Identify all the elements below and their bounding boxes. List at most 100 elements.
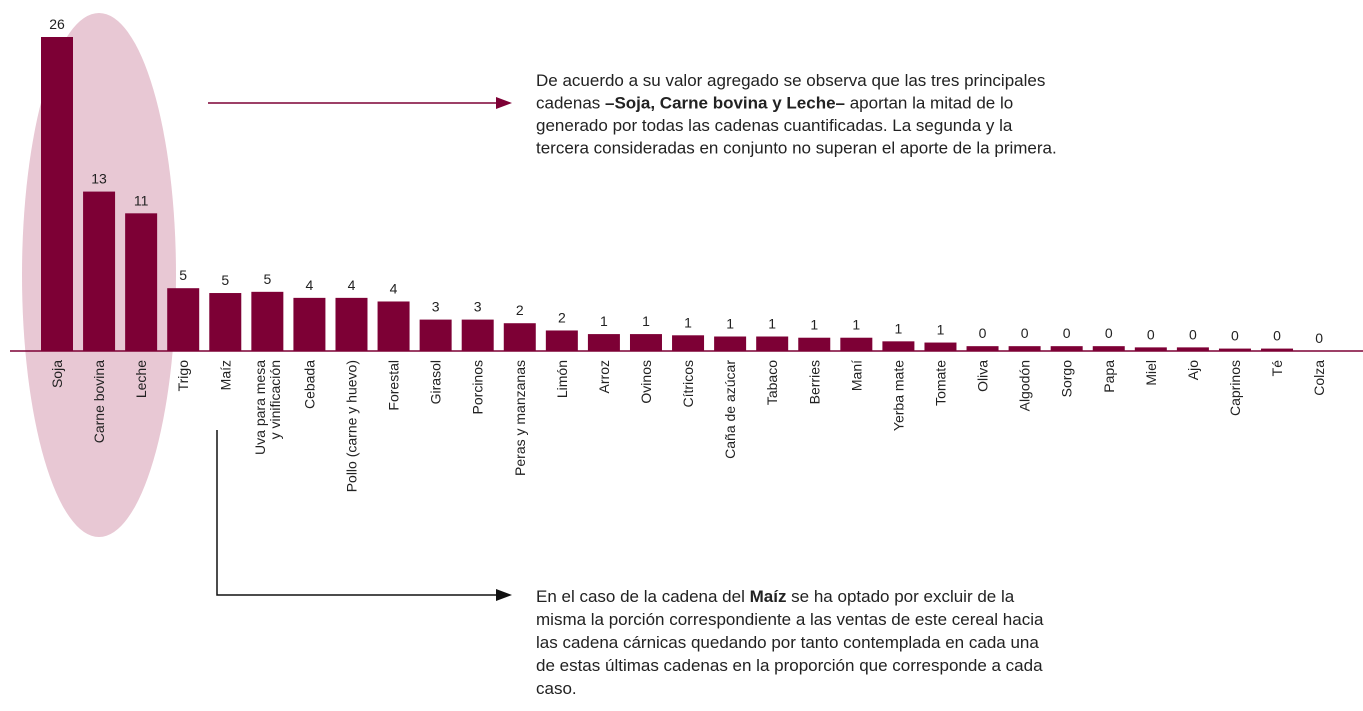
bar [41,37,73,351]
bar [209,293,242,351]
annotation-text: se ha optado por excluir de la [786,587,1014,606]
value-label: 3 [474,299,482,315]
value-label: 0 [979,325,987,341]
x-tick-label: Té [1269,360,1285,377]
value-label: 0 [1231,328,1239,344]
x-tick-label: Trigo [175,360,191,392]
value-label: 1 [937,322,945,338]
value-label: 0 [1105,325,1113,341]
x-tick-label: Colza [1311,360,1327,396]
annotation-text: Maíz [750,587,787,606]
value-label: 1 [600,313,608,329]
arrowhead [496,589,512,601]
value-label: 5 [179,267,187,283]
annotation-text: misma la porción correspondiente a las v… [536,610,1044,629]
bar [756,336,789,351]
annotation-text: En el caso de la cadena del [536,587,750,606]
annotation-line: En el caso de la cadena del Maíz se ha o… [536,587,1015,606]
bar [125,213,158,351]
value-label: 3 [432,299,440,315]
value-label: 1 [810,317,818,333]
bar [419,319,452,351]
x-tick-label: Berries [806,360,822,404]
bar [924,342,957,351]
x-tick-label: Pollo (carne y huevo) [343,360,359,492]
bar [1092,346,1125,351]
bar [798,337,831,351]
value-label: 26 [49,16,65,32]
x-tick-label: Arroz [596,360,612,393]
x-tick-label: Limón [554,360,570,398]
annotation-line: las cadena cárnicas quedando por tanto c… [536,633,1039,652]
x-tick-label: Porcinos [470,360,486,414]
x-tick-label: Peras y manzanas [512,360,528,476]
value-label: 0 [1063,325,1071,341]
x-tick-label: Oliva [975,360,991,392]
bar [1218,348,1251,351]
annotation-text: caso. [536,679,577,698]
annotation-line: caso. [536,679,577,698]
x-tick-label: Carne bovina [91,360,107,443]
bar [1261,348,1294,351]
x-tick-label: Ajo [1185,360,1201,380]
bar [1134,347,1167,351]
value-label: 0 [1147,326,1155,342]
x-tick-label: Ovinos [638,360,654,404]
value-label: 5 [263,271,271,287]
bar [587,334,620,351]
x-tick-label: Caprinos [1227,360,1243,416]
bar [629,334,662,351]
bar [882,341,915,351]
x-tick-label: Cítricos [680,360,696,407]
arrow [216,430,498,596]
bar [840,337,873,351]
annotation-text: tercera consideradas en conjunto no supe… [536,139,1057,158]
x-tick-label: Yerba mate [890,360,906,431]
bar [1050,346,1083,351]
value-label: 1 [642,313,650,329]
bar [83,191,116,351]
bar [545,330,578,351]
x-tick-label: Papa [1101,360,1117,393]
annotation-line: tercera consideradas en conjunto no supe… [536,139,1057,158]
value-label: 0 [1315,330,1323,346]
x-tick-label: Uva para mesay vinificación [252,360,283,455]
annotation-line: De acuerdo a su valor agregado se observ… [536,71,1045,90]
value-label: 4 [390,280,398,296]
annotation-text: cadenas [536,94,605,113]
x-tick-label: Soja [49,360,65,388]
value-label: 13 [91,171,107,187]
value-label: 1 [768,316,776,332]
value-label: 4 [306,277,314,293]
bar [167,288,200,351]
annotation-text: De acuerdo a su valor agregado se observ… [536,71,1045,90]
x-tick-label: Algodón [1017,360,1033,411]
value-label: 0 [1189,326,1197,342]
bar [461,319,494,351]
x-tick-label: Miel [1143,360,1159,386]
bar [335,297,368,351]
value-label: 1 [895,320,903,336]
annotation-text: –Soja, Carne bovina y Leche– [605,94,845,113]
x-tick-label: Girasol [428,360,444,404]
bar [251,291,284,351]
annotation-text: generado por todas las cadenas cuantific… [536,116,1013,135]
x-tick-label: Maní [848,360,864,391]
value-label: 2 [558,309,566,325]
annotation-line: de estas últimas cadenas en la proporció… [536,656,1043,675]
bar [1008,346,1041,351]
value-label: 5 [221,272,229,288]
bar [672,335,705,351]
value-label: 0 [1021,325,1029,341]
bar [1176,347,1209,351]
bar [293,297,326,351]
value-label: 1 [726,316,734,332]
arrowhead [496,97,512,109]
annotation-line: cadenas –Soja, Carne bovina y Leche– apo… [536,94,1013,113]
value-label: 1 [684,314,692,330]
x-tick-label: Caña de azúcar [722,360,738,459]
value-label: 1 [852,317,860,333]
x-tick-label: Leche [133,360,149,398]
bar [714,336,747,351]
